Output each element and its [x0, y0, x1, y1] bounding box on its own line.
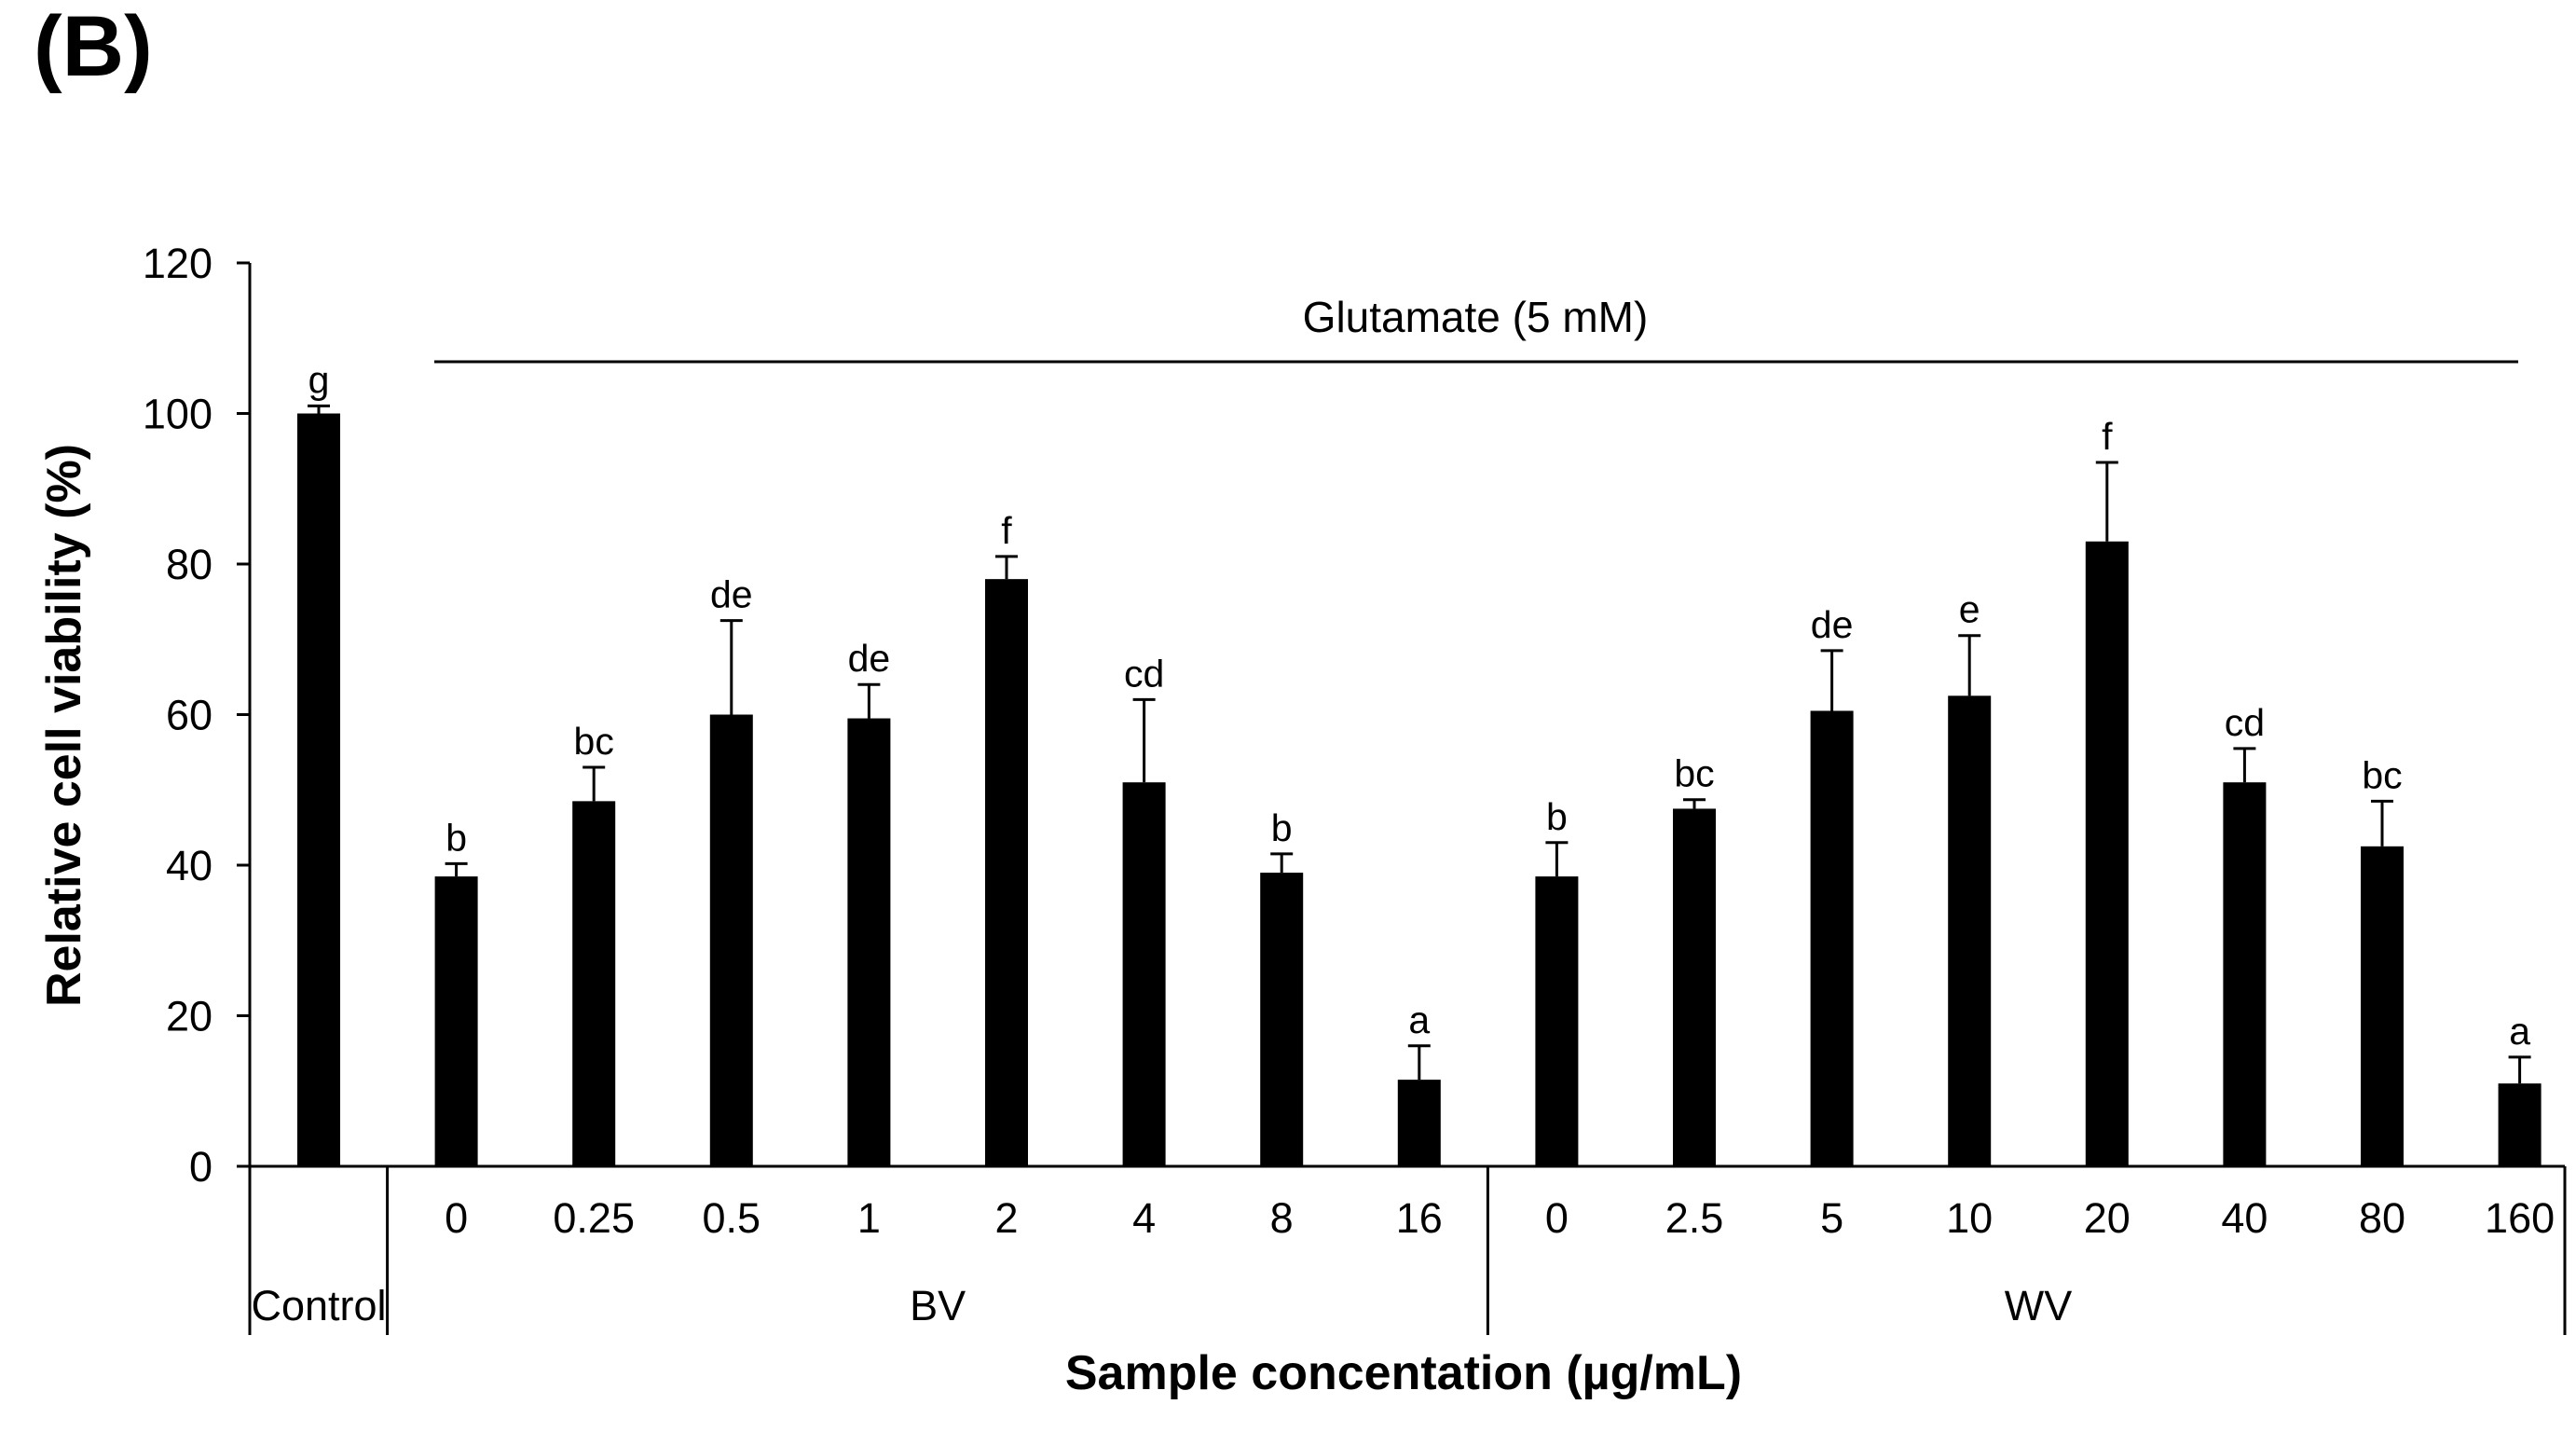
significance-letter: de [1811, 603, 1854, 646]
x-tick-label: 0 [1545, 1194, 1569, 1242]
glutamate-annotation: Glutamate (5 mM) [434, 293, 2518, 364]
x-tick-label: 40 [2221, 1194, 2268, 1242]
bar [1397, 1080, 1441, 1166]
y-tick-label: 20 [166, 993, 212, 1040]
significance-letter: bc [574, 720, 614, 763]
x-tick-label: 1 [857, 1194, 881, 1242]
y-tick-label: 100 [143, 391, 212, 438]
significance-letter: de [848, 637, 891, 680]
x-axis-title: Sample concentation (µg/mL) [1065, 1346, 1742, 1400]
significance-letter: f [1001, 509, 1012, 552]
x-tick-label: 160 [2485, 1194, 2555, 1242]
x-tick-label: 4 [1132, 1194, 1156, 1242]
bar [2361, 846, 2404, 1166]
y-tick-label: 40 [166, 842, 212, 889]
significance-letter: a [2509, 1010, 2530, 1053]
y-tick-label: 0 [189, 1143, 212, 1191]
bars: g b bc de de f cd b a b bc de e f cd bc a [297, 358, 2542, 1166]
x-tick-label: 0.5 [703, 1194, 761, 1242]
glutamate-label: Glutamate (5 mM) [1303, 293, 1649, 341]
bar [1810, 710, 1854, 1166]
bar [2085, 541, 2129, 1166]
significance-letter: e [1959, 588, 1980, 631]
x-tick-label: 8 [1270, 1194, 1294, 1242]
x-tick-label: 80 [2359, 1194, 2405, 1242]
bar [2498, 1083, 2542, 1166]
bar [2223, 782, 2267, 1166]
y-axis-title: Relative cell viability (%) [37, 444, 91, 1007]
x-tick-label: 20 [2084, 1194, 2131, 1242]
x-tick-label: 5 [1820, 1194, 1843, 1242]
significance-letter: f [2102, 415, 2113, 458]
x-tick-label: 2 [994, 1194, 1018, 1242]
bar [434, 876, 478, 1166]
bar [1535, 876, 1579, 1166]
significance-letter: a [1408, 998, 1430, 1041]
bar [572, 801, 616, 1166]
bar [985, 579, 1028, 1166]
x-tick-label: 10 [1946, 1194, 1993, 1242]
significance-letter: b [445, 816, 467, 859]
group-label-wv: WV [2005, 1282, 2073, 1329]
y-tick-label: 60 [166, 692, 212, 739]
significance-letter: de [710, 573, 753, 616]
bar [1673, 808, 1716, 1166]
bar [709, 714, 753, 1166]
bar [297, 413, 340, 1166]
bar [1948, 695, 1992, 1166]
x-tick-label: 0.25 [553, 1194, 635, 1242]
bar [1122, 782, 1166, 1166]
significance-letter: bc [1674, 752, 1714, 795]
panel-label: (B) [34, 0, 153, 94]
significance-letter: b [1546, 795, 1568, 838]
group-label-bv: BV [910, 1282, 966, 1329]
x-tick-label: 2.5 [1665, 1194, 1724, 1242]
significance-letter: cd [2225, 701, 2265, 744]
y-tick-label: 80 [166, 541, 212, 588]
significance-letter: b [1271, 806, 1293, 849]
significance-letter: g [308, 358, 330, 401]
group-label-control: Control [251, 1282, 386, 1329]
x-tick-label: 0 [445, 1194, 468, 1242]
y-tick-label: 120 [143, 240, 212, 287]
significance-letter: cd [1124, 652, 1164, 695]
x-tick-label: 16 [1396, 1194, 1443, 1242]
bar [1260, 873, 1304, 1166]
significance-letter: bc [2362, 753, 2402, 796]
y-axis: 0 20 40 60 80 100 120 [143, 240, 252, 1191]
bar [847, 718, 891, 1166]
